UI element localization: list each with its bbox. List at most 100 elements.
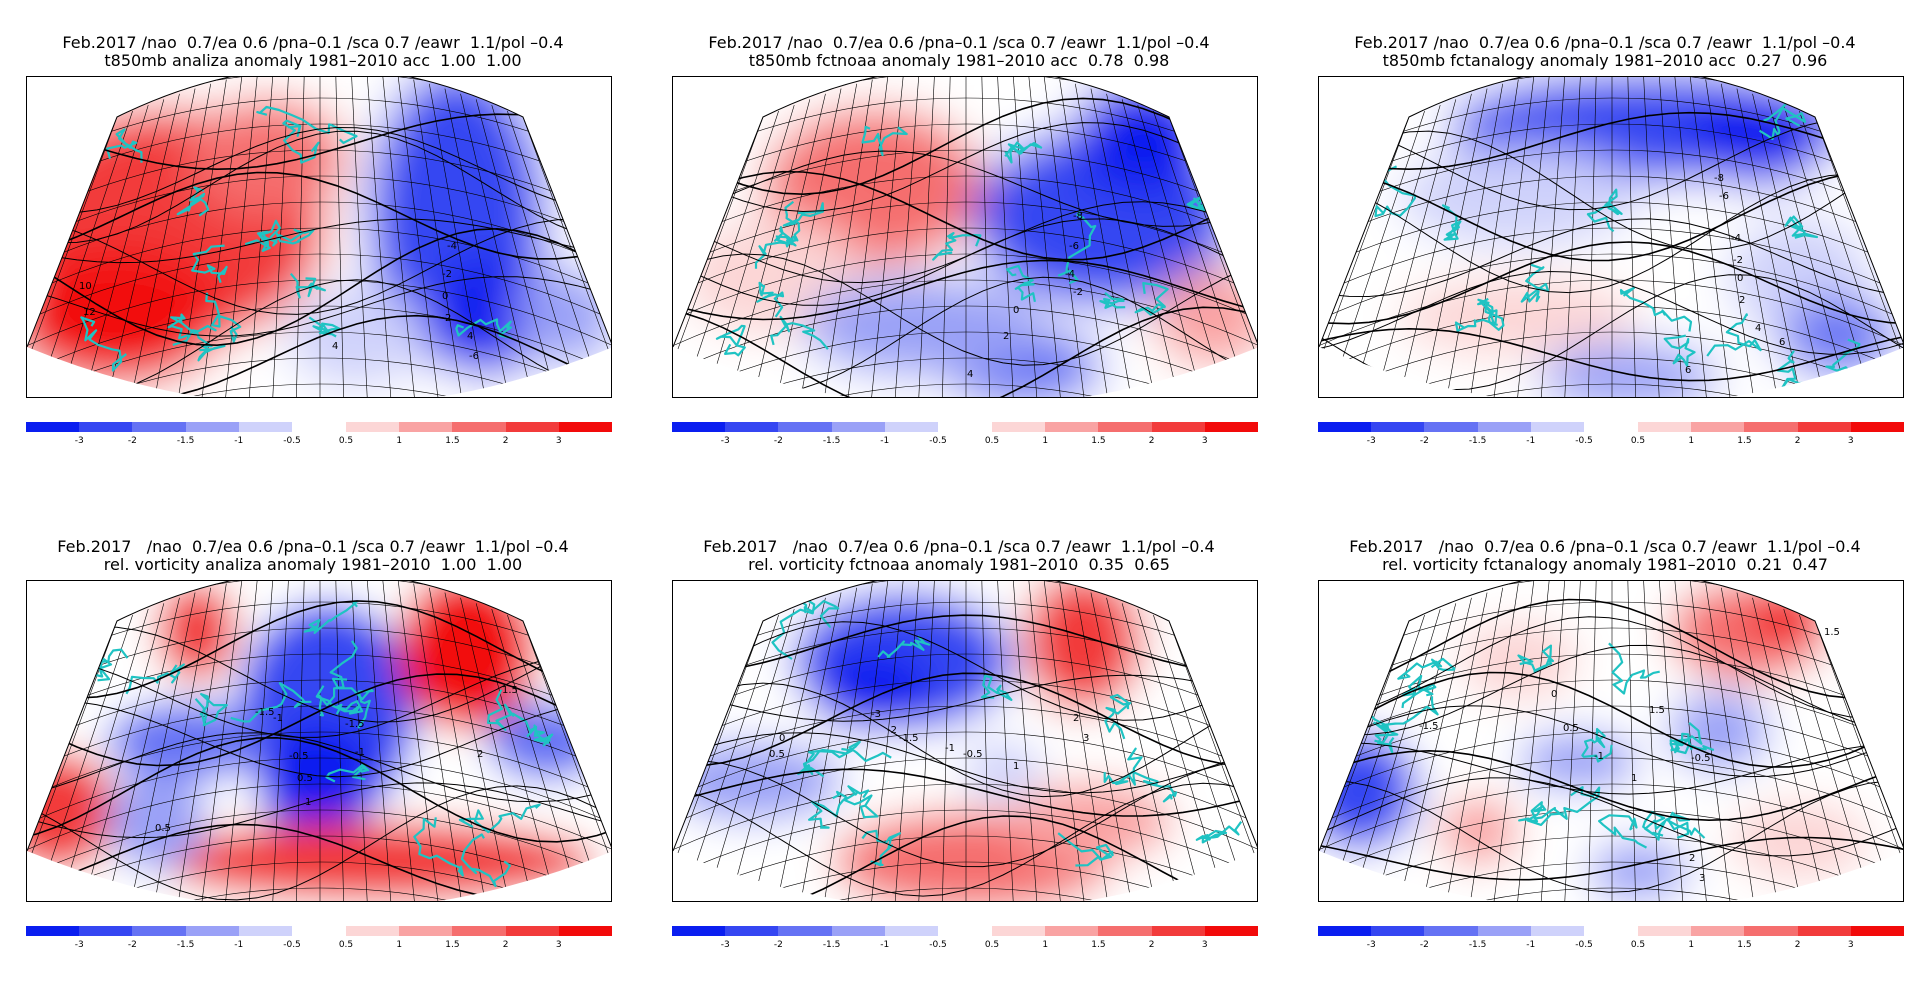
colorbar-tick-label: -3 xyxy=(74,940,84,950)
colorbar-tick-label: -1 xyxy=(234,436,244,446)
colorbar-swatch xyxy=(238,926,292,936)
contour-label: 0.5 xyxy=(297,773,313,784)
contour-label: 1 xyxy=(1631,773,1637,784)
colorbar-tick-label: 2 xyxy=(1794,940,1801,950)
colorbar-tick-label: 1.5 xyxy=(445,940,460,950)
colorbar-swatch xyxy=(1477,422,1531,432)
contour-label: -1 xyxy=(273,713,283,724)
colorbar-tick-label: -1 xyxy=(1526,940,1536,950)
panel-title-line2: rel. vorticity fctanalogy anomaly 1981–2… xyxy=(1382,555,1828,574)
colorbar-swatch xyxy=(1530,422,1584,432)
colorbar-swatch xyxy=(1424,422,1478,432)
map-frame: -1 -0.5 0 0.5 1 1.5 -1.5 1.5 2 3 xyxy=(1318,580,1904,902)
colorbar-tick-label: -0.5 xyxy=(283,940,301,950)
colorbar-swatch xyxy=(1098,926,1152,936)
colorbar-tick-label: -2 xyxy=(773,436,783,446)
map-plot: -4 -2 0 2 4 -6 10 12 4 xyxy=(27,77,611,397)
colorbar-tick-label: -1 xyxy=(1526,436,1536,446)
panel-title-line1: Feb.2017 /nao 0.7/ea 0.6 /pna–0.1 /sca 0… xyxy=(57,537,569,556)
colorbar-tick-label: 2 xyxy=(1148,940,1155,950)
colorbar-tick-label: -2 xyxy=(127,436,137,446)
map-plot: -8 -6 -4 -2 0 2 4 xyxy=(673,77,1257,397)
colorbar-swatch xyxy=(831,926,885,936)
contour-label: 2 xyxy=(1073,713,1079,724)
colorbar-tick-label: -2 xyxy=(127,940,137,950)
colorbar-tick-label: -1.5 xyxy=(822,436,841,446)
panel-title-line1: Feb.2017 /nao 0.7/ea 0.6 /pna–0.1 /sca 0… xyxy=(708,33,1210,52)
colorbar: -3 -2 -1.5 -1 -0.5 0.5 1 1.5 2 3 xyxy=(26,926,612,950)
contour-label: 2 xyxy=(1739,295,1745,306)
contour-label: -0.5 xyxy=(1691,753,1711,764)
contour-label: -0.5 xyxy=(289,751,309,762)
contour-label: 0 xyxy=(1013,305,1019,316)
colorbar-swatch xyxy=(1151,422,1205,432)
colorbar-tick-label: -1 xyxy=(880,436,890,446)
colorbar-swatch xyxy=(778,422,832,432)
colorbar-tick-label: 1 xyxy=(1688,940,1695,950)
colorbar: -3 -2 -1.5 -1 -0.5 0.5 1 1.5 2 3 xyxy=(26,422,612,446)
colorbar-tick-label: -1.5 xyxy=(176,940,195,950)
colorbar-tick-label: 1.5 xyxy=(1091,940,1106,950)
colorbar-swatch xyxy=(452,422,506,432)
coastline xyxy=(756,581,1243,867)
contour-label: -6 xyxy=(469,351,479,362)
coastline xyxy=(715,125,1211,357)
contour-label: 0.5 xyxy=(769,749,785,760)
colorbar-tick-label: -3 xyxy=(1366,436,1376,446)
colorbar-swatch xyxy=(1744,422,1798,432)
colorbar-swatch xyxy=(26,422,80,432)
contour-label: -6 xyxy=(1069,241,1079,252)
map-panel-t850-fctanalogy: Feb.2017 /nao 0.7/ea 0.6 /pna–0.1 /sca 0… xyxy=(1300,34,1910,454)
colorbar-swatch xyxy=(505,422,559,432)
colorbar-swatch xyxy=(1098,422,1152,432)
colorbar-swatch xyxy=(1850,926,1904,936)
colorbar-swatch xyxy=(672,926,726,936)
colorbar-tick-label: 1 xyxy=(1042,940,1049,950)
colorbar-tick-label: 3 xyxy=(1847,436,1854,446)
contour-labels: -4 -2 0 2 4 -6 10 12 4 xyxy=(79,241,479,362)
colorbar-tick-label: -2 xyxy=(1419,436,1429,446)
panel-title-line1: Feb.2017 /nao 0.7/ea 0.6 /pna–0.1 /sca 0… xyxy=(1354,33,1856,52)
colorbar-swatch xyxy=(725,422,779,432)
colorbar-tick-label: -1.5 xyxy=(822,940,841,950)
contour-label: 12 xyxy=(83,307,96,318)
colorbar-tick-label: 1.5 xyxy=(1737,940,1752,950)
colorbar-swatch xyxy=(778,926,832,936)
colorbar-swatch xyxy=(452,926,506,936)
map-frame: -1.5 -1 -0.5 -1.5 -1 0.5 1 1.5 2 0.5 xyxy=(26,580,612,902)
contour-labels: -1.5 -1 -0.5 -1.5 -1 0.5 1 1.5 2 0.5 xyxy=(155,685,518,834)
colorbar-swatch xyxy=(1850,422,1904,432)
map-frame: -3 -2 -1.5 -1 -0.5 0 0.5 1 2 3 xyxy=(672,580,1258,902)
colorbar-swatch xyxy=(1045,926,1099,936)
colorbar-tick-label: 2 xyxy=(1148,436,1155,446)
panel-title-line1: Feb.2017 /nao 0.7/ea 0.6 /pna–0.1 /sca 0… xyxy=(703,537,1215,556)
contour-label: -1.5 xyxy=(899,733,919,744)
colorbar-swatch xyxy=(1638,422,1692,432)
contour-label: -0.5 xyxy=(963,749,983,760)
colorbar-swatch xyxy=(1318,926,1372,936)
contour-label: 2 xyxy=(1689,853,1695,864)
colorbar-tick-label: 3 xyxy=(555,940,562,950)
colorbar-swatch xyxy=(558,926,612,936)
contour-label: 1.5 xyxy=(502,685,518,696)
contour-label: 0.5 xyxy=(1563,723,1579,734)
colorbar-tick-label: 1 xyxy=(396,436,403,446)
contour-label: 3 xyxy=(1699,873,1705,884)
colorbar-tick-label: 1 xyxy=(1688,436,1695,446)
map-panel-vorticity-fctanalogy: Feb.2017 /nao 0.7/ea 0.6 /pna–0.1 /sca 0… xyxy=(1300,538,1910,958)
coastline xyxy=(88,601,554,888)
colorbar-swatch xyxy=(346,422,400,432)
colorbar-tick-label: 0.5 xyxy=(338,436,354,446)
contour-label: 1 xyxy=(1013,761,1019,772)
colorbar-swatch xyxy=(185,926,239,936)
contour-label: -2 xyxy=(1733,255,1743,266)
map-frame: -4 -2 0 2 4 -6 10 12 4 xyxy=(26,76,612,398)
colorbar-swatch xyxy=(1744,926,1798,936)
map-plot: -8 -6 -4 -2 0 2 4 6 6 xyxy=(1319,77,1903,397)
colorbar-tick-label: 2 xyxy=(502,940,509,950)
contour-label: 3 xyxy=(1083,733,1089,744)
contour-lines xyxy=(1319,598,1903,893)
contour-label: 2 xyxy=(445,313,451,324)
colorbar-tick-label: 1.5 xyxy=(1091,436,1106,446)
contour-label: 0 xyxy=(442,291,448,302)
